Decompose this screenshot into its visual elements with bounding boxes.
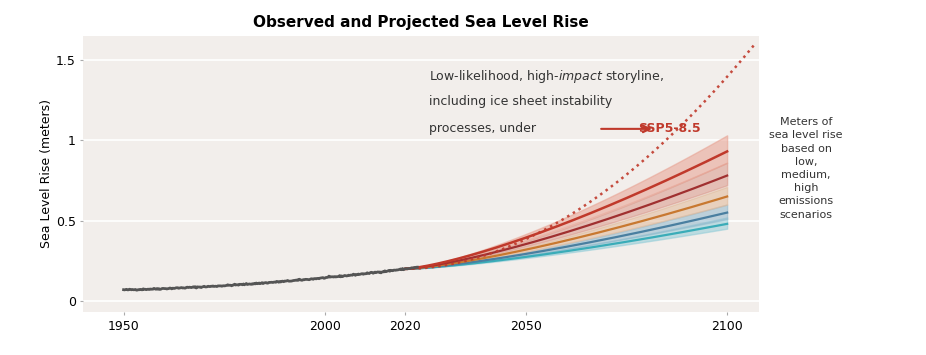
Text: including ice sheet instability: including ice sheet instability bbox=[430, 95, 613, 108]
Text: SSP5-8.5: SSP5-8.5 bbox=[639, 122, 701, 136]
Text: processes, under: processes, under bbox=[430, 122, 541, 136]
Text: Low-likelihood, high-$\it{impact}$ storyline,: Low-likelihood, high-$\it{impact}$ story… bbox=[430, 68, 664, 85]
Y-axis label: Sea Level Rise (meters): Sea Level Rise (meters) bbox=[40, 99, 53, 248]
Title: Observed and Projected Sea Level Rise: Observed and Projected Sea Level Rise bbox=[254, 15, 589, 30]
Text: Meters of
sea level rise
based on
low,
medium,
high
emissions
scenarios: Meters of sea level rise based on low, m… bbox=[770, 117, 843, 220]
